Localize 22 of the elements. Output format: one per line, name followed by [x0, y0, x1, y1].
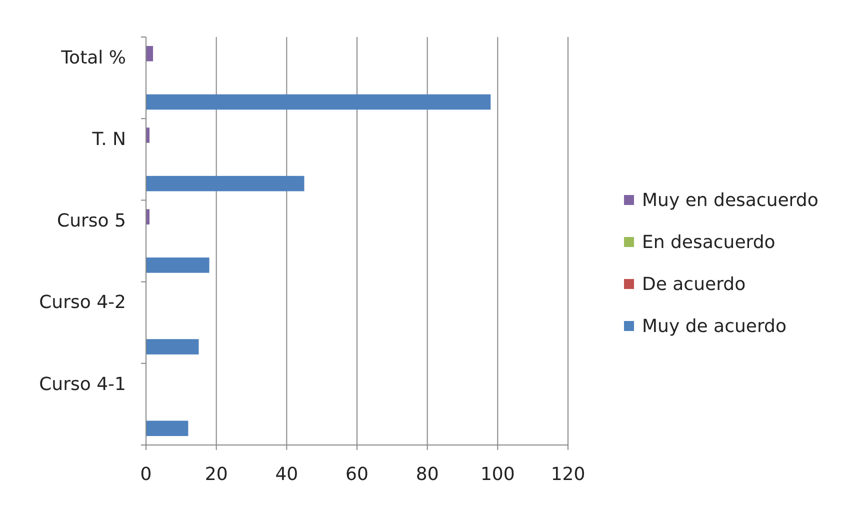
legend-label: En desacuerdo — [642, 232, 776, 253]
y-tick-label: T. N — [91, 129, 126, 150]
y-tick-label: Total % — [60, 47, 126, 68]
x-tick-label: 80 — [416, 464, 439, 485]
legend-label: De acuerdo — [642, 274, 746, 295]
bar — [146, 339, 199, 354]
legend-label: Muy de acuerdo — [642, 316, 786, 337]
x-tick-label: 40 — [275, 464, 298, 485]
bar — [146, 94, 491, 110]
y-tick-label: Curso 4-2 — [39, 292, 126, 314]
x-tick-label: 120 — [550, 464, 586, 485]
x-tick-label: 60 — [346, 464, 368, 485]
x-tick-label: 100 — [480, 464, 515, 485]
x-tick-label: 20 — [204, 464, 228, 485]
y-tick-label: Curso 4-1 — [39, 374, 126, 395]
bar — [146, 420, 188, 436]
legend-label: Muy en desacuerdo — [642, 190, 818, 211]
bar — [146, 46, 154, 62]
bar — [146, 258, 210, 273]
x-tick-label: 0 — [140, 464, 152, 485]
y-tick-label: Curso 5 — [57, 210, 126, 232]
bar — [146, 176, 304, 192]
